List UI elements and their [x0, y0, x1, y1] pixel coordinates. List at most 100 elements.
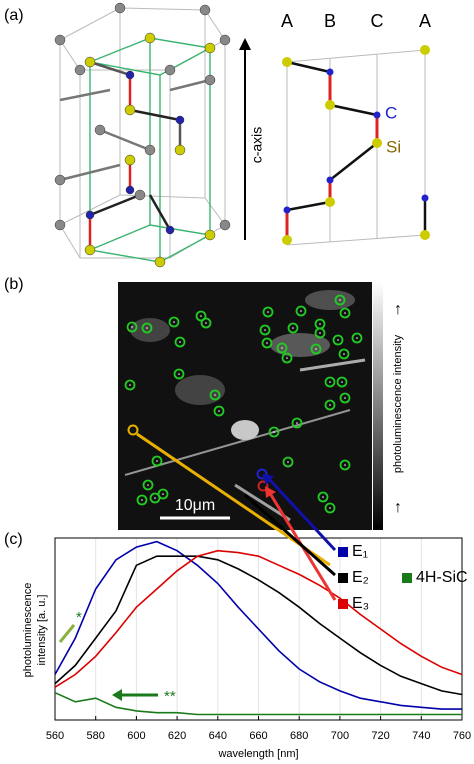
emitter-dot [292, 327, 294, 329]
connector [244, 493, 336, 577]
x-tick-label: 740 [412, 730, 430, 742]
arrow-head [112, 689, 122, 701]
emitter-marker [339, 392, 351, 404]
emitter-dot [329, 507, 331, 509]
x-tick-label: 760 [453, 730, 471, 742]
emitter-dot [343, 353, 345, 355]
arrow-head [239, 38, 251, 50]
plot-frame [54, 537, 463, 721]
emitter-marker [136, 494, 148, 506]
emitter-dot [156, 460, 158, 462]
emitter-marker [334, 294, 346, 306]
emitter-dot [337, 339, 339, 341]
emitter-dot [154, 497, 156, 499]
legend-swatch [338, 573, 348, 583]
emitter-marker [261, 337, 273, 349]
panel-label: (b) [4, 276, 24, 293]
emitter-marker [126, 321, 138, 333]
annotation: ** [164, 688, 176, 705]
x-tick-label: 620 [168, 730, 186, 742]
series-line [54, 549, 463, 688]
emitter-marker [168, 316, 180, 328]
pl-image [118, 282, 372, 530]
emitter-dot [267, 311, 269, 313]
emitter-marker [338, 348, 350, 360]
atom-label: C [385, 103, 397, 122]
emitter-dot [329, 404, 331, 406]
stacking-diagram [282, 45, 430, 246]
emitter-dot [200, 315, 202, 317]
x-tick-label: 660 [249, 730, 267, 742]
emitter-dot [344, 312, 346, 314]
emitter-marker [291, 417, 303, 429]
emitter-marker [142, 479, 154, 491]
colorbar-end: ↑ [394, 499, 402, 516]
emitter-marker [262, 306, 274, 318]
emitter-marker [332, 334, 344, 346]
x-axis-label: wavelength [nm] [217, 748, 298, 760]
emitter-dot [339, 299, 341, 301]
emitter-dot [147, 484, 149, 486]
x-tick-label: 580 [87, 730, 105, 742]
connector [266, 476, 337, 552]
emitter-dot [341, 381, 343, 383]
emitter-dot [264, 329, 266, 331]
emitter-dot [300, 310, 302, 312]
panel-label: (c) [4, 531, 23, 548]
x-tick-label: 600 [127, 730, 145, 742]
emitter-dot [179, 341, 181, 343]
emitter-marker [281, 352, 293, 364]
emitter-marker [174, 336, 186, 348]
emitter-dot [129, 384, 131, 386]
emitter-dot [287, 461, 289, 463]
annotation-arrow [58, 624, 76, 643]
legend-label: E₂ [352, 569, 369, 586]
emitter-dot [178, 373, 180, 375]
emitter-marker [324, 399, 336, 411]
emitter-marker [195, 310, 207, 322]
emitter-marker [124, 379, 136, 391]
atoms [54, 2, 231, 268]
emitter-marker [282, 456, 294, 468]
emitter-marker [314, 327, 326, 339]
column-label: A [281, 11, 293, 31]
emitter-marker [339, 459, 351, 471]
crystal-model [59, 7, 226, 259]
emitter-marker [310, 343, 322, 355]
emitter-marker [200, 317, 212, 329]
column-label: C [371, 11, 384, 31]
emitter-marker [287, 322, 299, 334]
emitter-dot [344, 397, 346, 399]
emitter-dot [273, 431, 275, 433]
colorbar-label: photoluminescence intensity [392, 334, 404, 473]
emitter-dot [205, 322, 207, 324]
emitter-dot [131, 326, 133, 328]
emitter-marker [173, 368, 185, 380]
emitter-marker [324, 376, 336, 388]
emitter-marker [339, 307, 351, 319]
emitter-dot [356, 337, 358, 339]
column-label: A [419, 11, 431, 31]
arrow-head [265, 486, 276, 498]
emitter-marker [141, 322, 153, 334]
series-line [54, 555, 463, 696]
emitter-marker [209, 389, 221, 401]
emitter-marker [157, 488, 169, 500]
marker [256, 468, 268, 480]
emitter-dot [319, 332, 321, 334]
emitter-dot [266, 342, 268, 344]
emitter-marker [351, 332, 363, 344]
legend-label: 4H-SiC [416, 569, 468, 586]
x-tick-label: 720 [371, 730, 389, 742]
emitter-dot [329, 381, 331, 383]
axis-label: c-axis [249, 127, 265, 164]
emitter-markers [124, 294, 363, 514]
column-label: B [324, 11, 336, 31]
legend-label: E₃ [352, 595, 369, 612]
emitter-dot [319, 323, 321, 325]
legend-swatch [338, 547, 348, 557]
emitter-dot [281, 347, 283, 349]
marker [127, 424, 139, 436]
x-tick-label: 680 [290, 730, 308, 742]
x-tick-label: 560 [46, 730, 64, 742]
